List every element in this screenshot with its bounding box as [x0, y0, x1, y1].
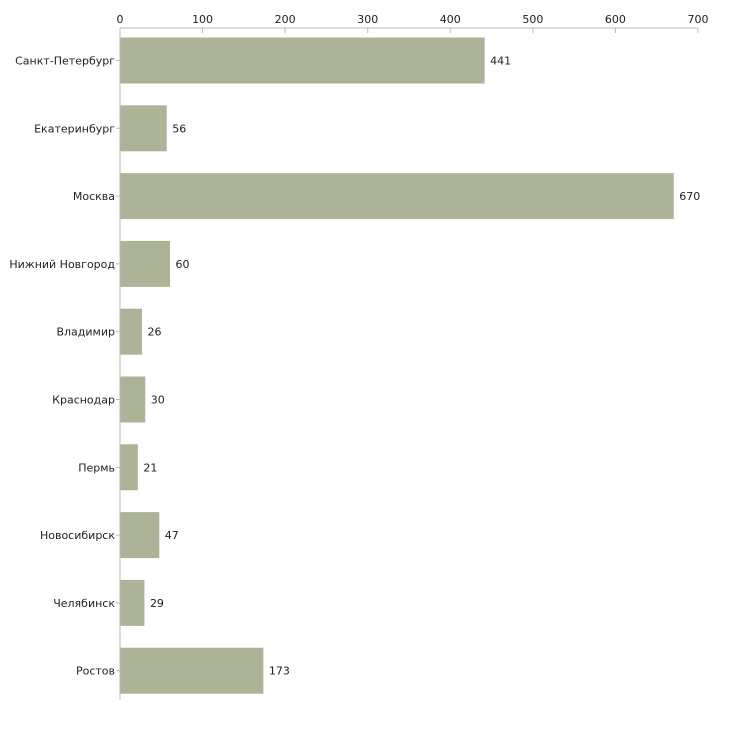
value-label: 441	[490, 55, 511, 68]
chart-labels: 0 100 200 300 400 500 600 700 Санкт-Петербург 441…	[9, 13, 708, 678]
value-label: 670	[679, 190, 700, 203]
value-label: 21	[143, 461, 157, 474]
value-label: 26	[147, 326, 161, 339]
category-label: Челябинск	[53, 597, 115, 610]
bar	[120, 37, 485, 84]
bar	[120, 376, 146, 423]
x-tick-label: 400	[440, 13, 461, 26]
x-tick-label: 300	[357, 13, 378, 26]
x-tick-label: 200	[275, 13, 296, 26]
bar	[120, 647, 264, 694]
category-label: Владимир	[56, 326, 115, 339]
category-label: Санкт-Петербург	[15, 55, 115, 68]
bar	[120, 512, 160, 559]
category-label: Новосибирск	[40, 529, 115, 542]
x-tick-label: 500	[522, 13, 543, 26]
chart-bars	[120, 37, 674, 694]
x-tick-label: 100	[192, 13, 213, 26]
category-label: Москва	[73, 190, 115, 203]
x-tick-label: 700	[688, 13, 709, 26]
bar	[120, 240, 171, 287]
value-label: 47	[165, 529, 179, 542]
value-label: 29	[150, 597, 164, 610]
bar	[120, 105, 167, 152]
category-label: Екатеринбург	[34, 122, 115, 135]
category-label: Пермь	[78, 461, 115, 474]
x-tick-label: 600	[605, 13, 626, 26]
value-label: 30	[151, 394, 165, 407]
value-label: 60	[176, 258, 190, 271]
category-label: Ростов	[76, 665, 115, 678]
bar	[120, 444, 138, 491]
bar	[120, 173, 674, 220]
category-label: Краснодар	[52, 394, 115, 407]
category-label: Нижний Новгород	[9, 258, 115, 271]
value-label: 56	[172, 122, 186, 135]
bar	[120, 308, 142, 355]
bar	[120, 579, 145, 626]
chart-axes	[116, 27, 699, 700]
value-label: 173	[269, 665, 290, 678]
x-tick-label: 0	[117, 13, 124, 26]
